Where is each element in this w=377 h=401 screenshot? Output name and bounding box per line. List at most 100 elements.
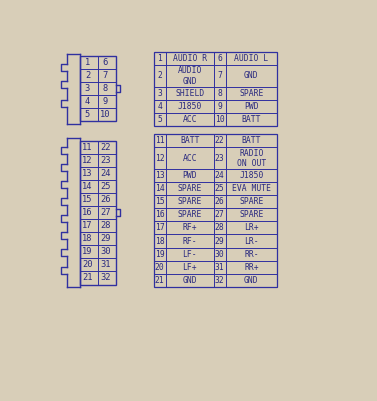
Text: 13: 13	[82, 169, 93, 178]
Text: 26: 26	[215, 197, 225, 206]
Text: RF+: RF+	[182, 223, 197, 233]
Text: BATT: BATT	[242, 136, 261, 146]
Text: PWD: PWD	[244, 102, 259, 111]
Text: ACC: ACC	[182, 115, 197, 124]
Text: AUDIO
GND: AUDIO GND	[178, 66, 202, 85]
Text: 8: 8	[103, 84, 108, 93]
Text: 9: 9	[217, 102, 222, 111]
Text: 32: 32	[215, 276, 225, 285]
Text: 3: 3	[85, 84, 90, 93]
Text: 4: 4	[85, 97, 90, 106]
Text: 11: 11	[155, 136, 165, 146]
Text: 9: 9	[103, 97, 108, 106]
Text: 22: 22	[100, 143, 110, 152]
Text: 30: 30	[215, 249, 225, 259]
Text: 29: 29	[215, 237, 225, 245]
Text: SPARE: SPARE	[178, 211, 202, 219]
Text: 32: 32	[100, 273, 110, 282]
Text: 14: 14	[82, 182, 93, 191]
Text: 30: 30	[100, 247, 110, 256]
Text: 24: 24	[215, 171, 225, 180]
Text: 5: 5	[157, 115, 162, 124]
Bar	[80, 140, 116, 285]
Text: RR-: RR-	[244, 249, 259, 259]
Text: LF+: LF+	[182, 263, 197, 272]
Text: 2: 2	[85, 71, 90, 80]
Text: J1850: J1850	[178, 102, 202, 111]
Text: EVA MUTE: EVA MUTE	[232, 184, 271, 193]
Bar	[80, 56, 116, 121]
Text: 20: 20	[155, 263, 165, 272]
Text: 10: 10	[215, 115, 225, 124]
Text: 10: 10	[100, 110, 110, 119]
Text: 7: 7	[217, 71, 222, 80]
Text: 29: 29	[100, 234, 110, 243]
Text: 6: 6	[217, 54, 222, 63]
Text: SPARE: SPARE	[178, 197, 202, 206]
Text: 13: 13	[155, 171, 165, 180]
Text: 1: 1	[85, 58, 90, 67]
Text: 17: 17	[82, 221, 93, 230]
Text: 11: 11	[82, 143, 93, 152]
Text: RR+: RR+	[244, 263, 259, 272]
Text: 3: 3	[157, 89, 162, 98]
Text: LR+: LR+	[244, 223, 259, 233]
Text: 22: 22	[215, 136, 225, 146]
Text: 25: 25	[215, 184, 225, 193]
Text: GND: GND	[244, 71, 259, 80]
Text: SHIELD: SHIELD	[175, 89, 204, 98]
Text: ACC: ACC	[182, 154, 197, 163]
Text: 8: 8	[217, 89, 222, 98]
Text: 24: 24	[100, 169, 110, 178]
Text: 2: 2	[157, 71, 162, 80]
Text: 31: 31	[100, 260, 110, 269]
Text: 28: 28	[215, 223, 225, 233]
Text: 18: 18	[82, 234, 93, 243]
Text: AUDIO L: AUDIO L	[234, 54, 268, 63]
Text: 5: 5	[85, 110, 90, 119]
Text: 12: 12	[155, 154, 165, 163]
Text: 20: 20	[82, 260, 93, 269]
Text: 15: 15	[82, 195, 93, 204]
Text: 26: 26	[100, 195, 110, 204]
Text: RF-: RF-	[182, 237, 197, 245]
Bar	[153, 52, 277, 126]
Text: 28: 28	[100, 221, 110, 230]
Text: 16: 16	[82, 208, 93, 217]
Text: SPARE: SPARE	[239, 197, 264, 206]
Text: 14: 14	[155, 184, 165, 193]
Text: J1850: J1850	[239, 171, 264, 180]
Text: LF-: LF-	[182, 249, 197, 259]
Text: 21: 21	[155, 276, 165, 285]
Text: 23: 23	[100, 156, 110, 165]
Text: 19: 19	[82, 247, 93, 256]
Text: 25: 25	[100, 182, 110, 191]
Text: 17: 17	[155, 223, 165, 233]
Text: 4: 4	[157, 102, 162, 111]
Text: 23: 23	[215, 154, 225, 163]
Text: SPARE: SPARE	[239, 211, 264, 219]
Text: 1: 1	[157, 54, 162, 63]
Text: 27: 27	[100, 208, 110, 217]
Text: BATT: BATT	[242, 115, 261, 124]
Text: 16: 16	[155, 211, 165, 219]
Text: GND: GND	[182, 276, 197, 285]
Text: PWD: PWD	[182, 171, 197, 180]
Text: 12: 12	[82, 156, 93, 165]
Text: 19: 19	[155, 249, 165, 259]
Text: AUDIO R: AUDIO R	[173, 54, 207, 63]
Text: SPARE: SPARE	[239, 89, 264, 98]
Text: RADIO
ON OUT: RADIO ON OUT	[237, 148, 266, 168]
Text: 18: 18	[155, 237, 165, 245]
Text: 7: 7	[103, 71, 108, 80]
Bar	[153, 134, 277, 287]
Text: SPARE: SPARE	[178, 184, 202, 193]
Text: 21: 21	[82, 273, 93, 282]
Text: 6: 6	[103, 58, 108, 67]
Text: 15: 15	[155, 197, 165, 206]
Text: LR-: LR-	[244, 237, 259, 245]
Text: 27: 27	[215, 211, 225, 219]
Text: GND: GND	[244, 276, 259, 285]
Text: 31: 31	[215, 263, 225, 272]
Text: BATT: BATT	[180, 136, 199, 146]
